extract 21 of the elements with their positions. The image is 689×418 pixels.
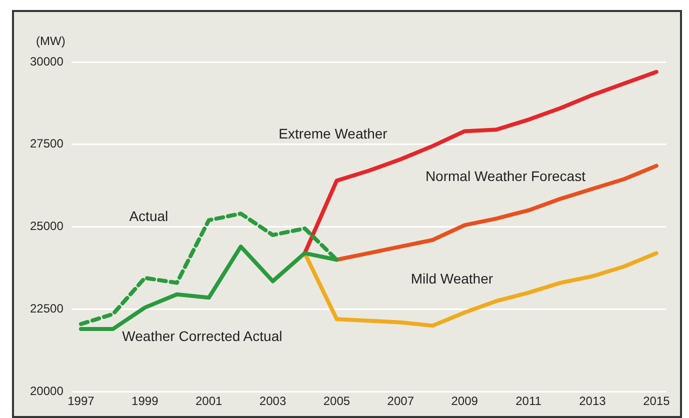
series-label: Normal Weather Forecast	[425, 168, 586, 184]
series-label: Extreme Weather	[278, 125, 388, 142]
text: Actual	[129, 208, 168, 224]
x-tick-label: 1997	[68, 394, 95, 408]
y-axis-title: (MW)	[36, 34, 66, 48]
x-tick-label: 2013	[579, 394, 606, 408]
series-label: Mild Weather	[410, 270, 494, 286]
x-tick-label: 2001	[195, 394, 223, 408]
series-label: Weather Corrected Actual	[122, 328, 282, 344]
y-tick-label: 30000	[30, 54, 64, 68]
x-tick-label: 2007	[387, 394, 414, 408]
x-tick-label: 2003	[259, 394, 286, 408]
x-tick-label: 1999	[132, 394, 159, 408]
x-tick-label: 2015	[643, 394, 670, 408]
y-tick-label: 20000	[30, 384, 64, 398]
y-tick-label: 27500	[30, 136, 64, 151]
y-tick-label: 25000	[30, 219, 64, 234]
x-tick-label: 2005	[323, 394, 350, 408]
y-tick-label: 22500	[30, 302, 64, 316]
x-tick-label: 2009	[451, 394, 478, 408]
x-tick-label: 2011	[516, 394, 542, 408]
